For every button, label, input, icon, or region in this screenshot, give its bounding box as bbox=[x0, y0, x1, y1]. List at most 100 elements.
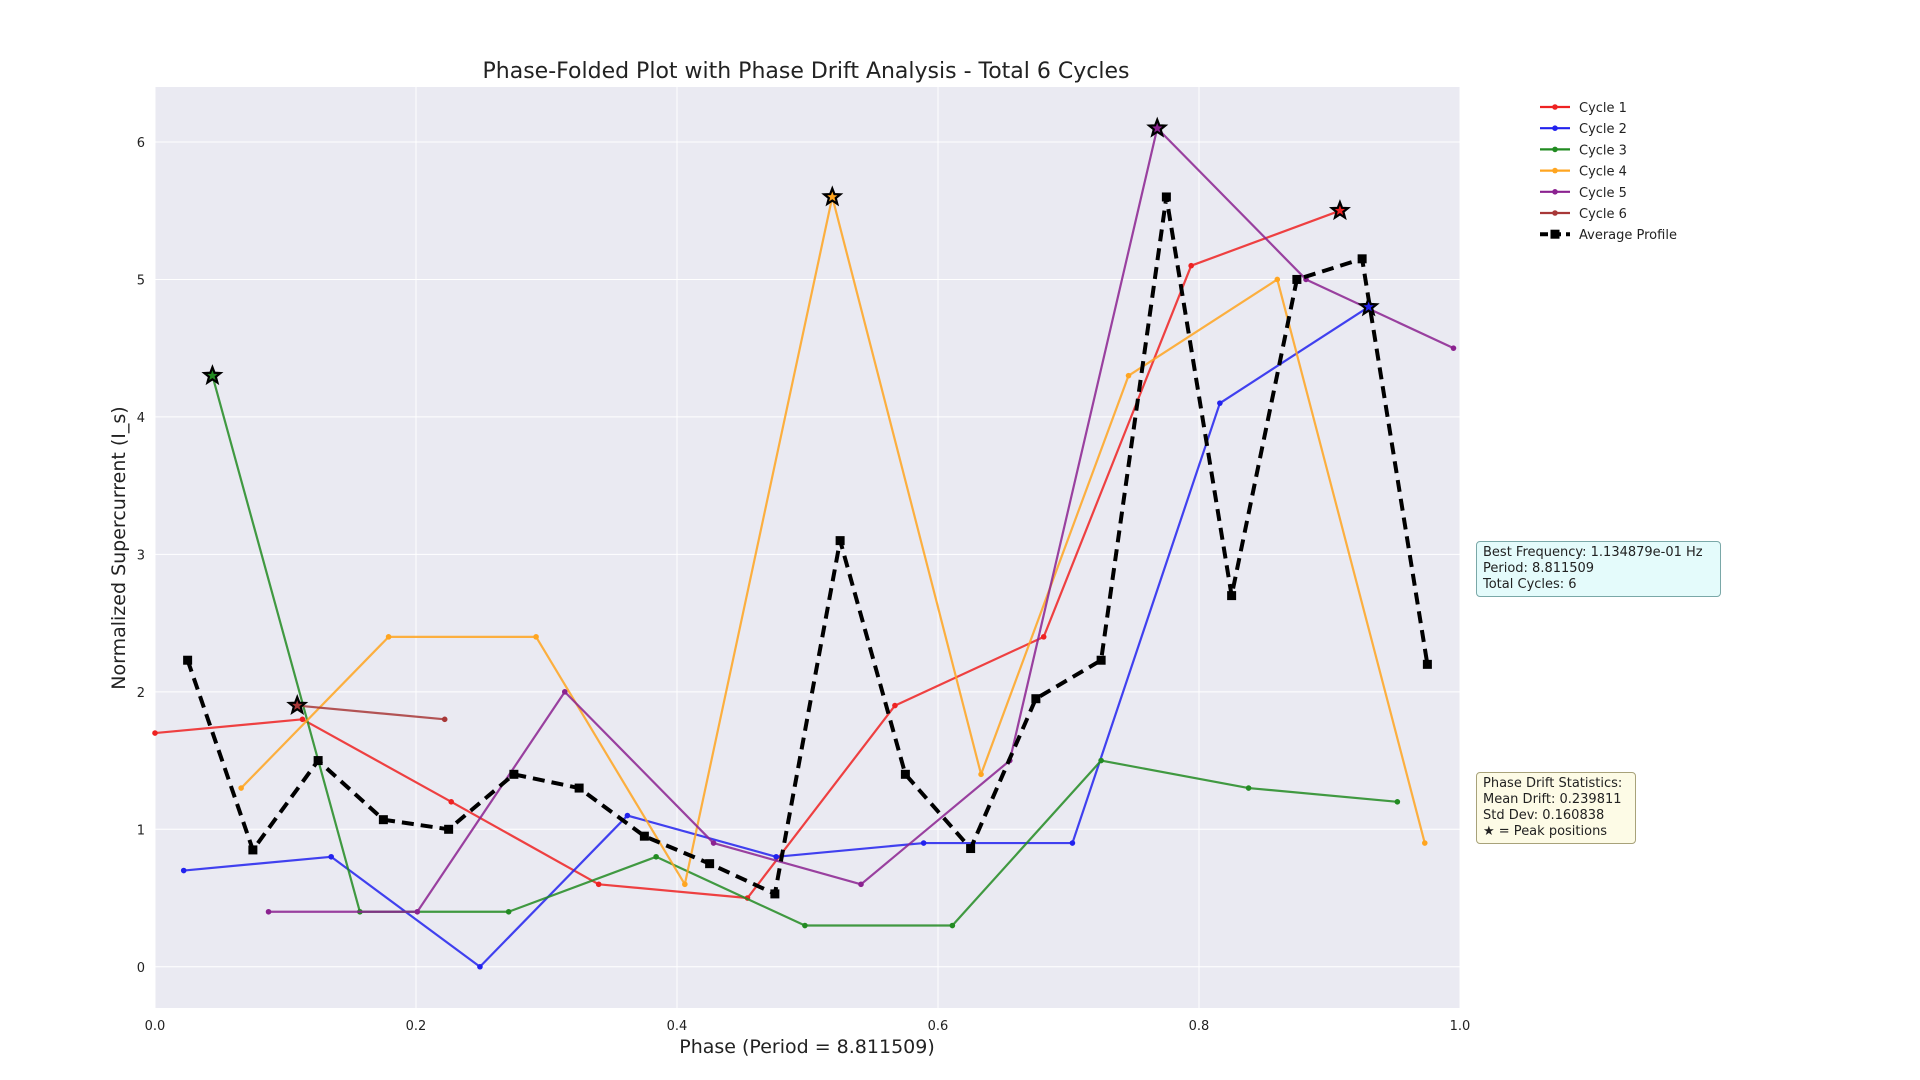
peak-star-marker bbox=[1146, 116, 1169, 138]
data-point bbox=[773, 853, 779, 860]
info-line: Mean Drift: 0.239811 bbox=[1483, 792, 1622, 807]
data-point bbox=[509, 769, 519, 779]
data-point bbox=[710, 840, 717, 846]
data-point bbox=[1031, 694, 1041, 704]
y-tick-label: 6 bbox=[137, 136, 145, 151]
series-line bbox=[185, 196, 1430, 897]
legend-item: Cycle 2 bbox=[1540, 122, 1627, 137]
data-point bbox=[1069, 840, 1076, 846]
data-point bbox=[920, 840, 927, 846]
y-tick-label: 0 bbox=[137, 961, 145, 976]
data-point bbox=[978, 771, 984, 778]
x-tick-label: 0.8 bbox=[1189, 1019, 1210, 1034]
data-point bbox=[313, 756, 323, 766]
data-point bbox=[444, 824, 454, 834]
legend-marker bbox=[1552, 189, 1558, 195]
data-point bbox=[705, 859, 715, 869]
info-line: Std Dev: 0.160838 bbox=[1483, 808, 1605, 823]
data-point bbox=[1125, 372, 1132, 379]
frequency-info-box: Best Frequency: 1.134879e-01 Hz Period: … bbox=[1476, 541, 1721, 597]
legend-label: Cycle 2 bbox=[1579, 122, 1627, 137]
legend-marker bbox=[1552, 167, 1558, 174]
axis-ticks: 0.0 0.2 0.4 0.6 0.8 1.0 0 1 2 3 4 5 6 bbox=[137, 136, 1471, 1034]
drift-statistics-box: Phase Drift Statistics: Mean Drift: 0.23… bbox=[1476, 772, 1636, 844]
y-tick-label: 1 bbox=[137, 823, 145, 838]
y-tick-label: 2 bbox=[137, 686, 145, 701]
legend-label: Cycle 6 bbox=[1579, 207, 1627, 222]
x-axis-label: Phase (Period = 8.811509) bbox=[679, 1036, 935, 1058]
data-point bbox=[900, 769, 910, 779]
data-point bbox=[505, 908, 512, 915]
data-point bbox=[802, 922, 808, 929]
legend: Cycle 1 Cycle 2 Cycle 3 Cycle 4 Cycle 5 Cycle… bbox=[1540, 101, 1677, 243]
peak-star-marker bbox=[201, 364, 224, 386]
data-point bbox=[1217, 400, 1223, 406]
data-point bbox=[448, 799, 455, 805]
legend-label: Cycle 3 bbox=[1579, 143, 1627, 158]
data-point bbox=[561, 689, 568, 695]
legend-marker bbox=[1552, 210, 1558, 216]
data-point bbox=[1422, 659, 1432, 669]
data-point bbox=[1357, 254, 1367, 264]
data-point bbox=[1245, 785, 1252, 791]
data-point bbox=[1096, 655, 1106, 665]
legend-marker bbox=[1552, 125, 1558, 131]
data-point bbox=[624, 812, 631, 819]
legend-label: Cycle 4 bbox=[1579, 165, 1627, 180]
x-tick-label: 0.6 bbox=[928, 1019, 949, 1034]
chart-title: Phase-Folded Plot with Phase Drift Analy… bbox=[483, 59, 1130, 84]
data-point bbox=[639, 831, 649, 841]
data-point bbox=[248, 845, 258, 855]
data-point bbox=[238, 785, 244, 791]
legend-label: Cycle 5 bbox=[1579, 186, 1627, 201]
info-line: Period: 8.811509 bbox=[1483, 561, 1595, 576]
data-point bbox=[477, 963, 483, 970]
y-tick-label: 3 bbox=[137, 548, 145, 563]
data-point bbox=[1188, 262, 1194, 269]
data-point bbox=[180, 867, 187, 874]
legend-marker bbox=[1552, 146, 1558, 153]
peak-star-marker bbox=[1328, 199, 1351, 221]
data-point bbox=[183, 655, 193, 665]
data-point bbox=[770, 889, 780, 899]
data-point bbox=[378, 815, 388, 825]
data-point bbox=[385, 634, 392, 640]
data-point bbox=[682, 881, 688, 888]
data-point bbox=[299, 716, 306, 723]
info-line: Phase Drift Statistics: bbox=[1483, 776, 1623, 791]
legend-label: Cycle 1 bbox=[1579, 101, 1627, 116]
x-tick-label: 0.4 bbox=[667, 1019, 688, 1034]
legend-item: Cycle 5 bbox=[1540, 186, 1627, 201]
x-tick-label: 0.0 bbox=[145, 1019, 166, 1034]
x-tick-label: 1.0 bbox=[1450, 1019, 1471, 1034]
legend-item: Cycle 3 bbox=[1540, 143, 1627, 158]
data-point bbox=[1421, 840, 1428, 846]
data-point bbox=[858, 881, 864, 888]
legend-marker bbox=[1550, 229, 1560, 239]
data-point bbox=[1161, 192, 1171, 202]
legend-item: Cycle 4 bbox=[1540, 165, 1627, 180]
legend-item: Cycle 1 bbox=[1540, 101, 1627, 116]
peak-star-marker bbox=[286, 693, 309, 715]
grid-lines bbox=[154, 87, 1461, 1008]
series-line bbox=[297, 704, 445, 721]
data-point bbox=[835, 536, 845, 546]
data-point bbox=[1227, 591, 1237, 601]
info-line: ★ = Peak positions bbox=[1483, 824, 1608, 839]
data-point bbox=[533, 634, 539, 640]
peak-star-marker bbox=[821, 185, 844, 207]
series-average-profile bbox=[183, 192, 1432, 899]
data-point bbox=[441, 716, 448, 723]
data-point bbox=[949, 922, 956, 929]
data-point bbox=[1040, 634, 1047, 640]
data-point bbox=[1098, 757, 1104, 764]
legend-label: Average Profile bbox=[1579, 228, 1677, 243]
info-line: Best Frequency: 1.134879e-01 Hz bbox=[1483, 545, 1703, 560]
data-point bbox=[595, 881, 602, 888]
data-point bbox=[152, 730, 158, 736]
peak-markers bbox=[201, 116, 1380, 715]
data-point bbox=[966, 844, 976, 854]
x-tick-label: 0.2 bbox=[406, 1019, 427, 1034]
peak-star-marker bbox=[1357, 295, 1380, 317]
